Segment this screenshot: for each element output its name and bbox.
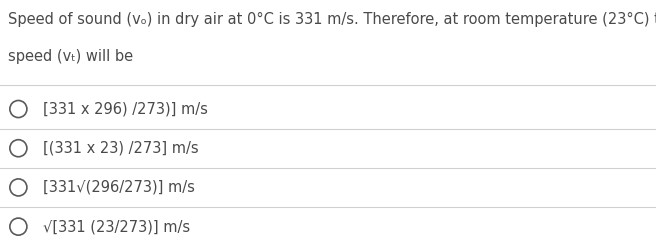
Text: [331√(296/273)] m/s: [331√(296/273)] m/s	[43, 180, 195, 195]
Text: [(331 x 23) /273] m/s: [(331 x 23) /273] m/s	[43, 141, 198, 156]
Text: speed (vₜ) will be: speed (vₜ) will be	[8, 49, 133, 64]
Text: [331 x 296) /273)] m/s: [331 x 296) /273)] m/s	[43, 101, 207, 117]
Text: Speed of sound (vₒ) in dry air at 0°C is 331 m/s. Therefore, at room temperature: Speed of sound (vₒ) in dry air at 0°C is…	[8, 12, 656, 27]
Text: √[331 (23/273)] m/s: √[331 (23/273)] m/s	[43, 219, 190, 234]
